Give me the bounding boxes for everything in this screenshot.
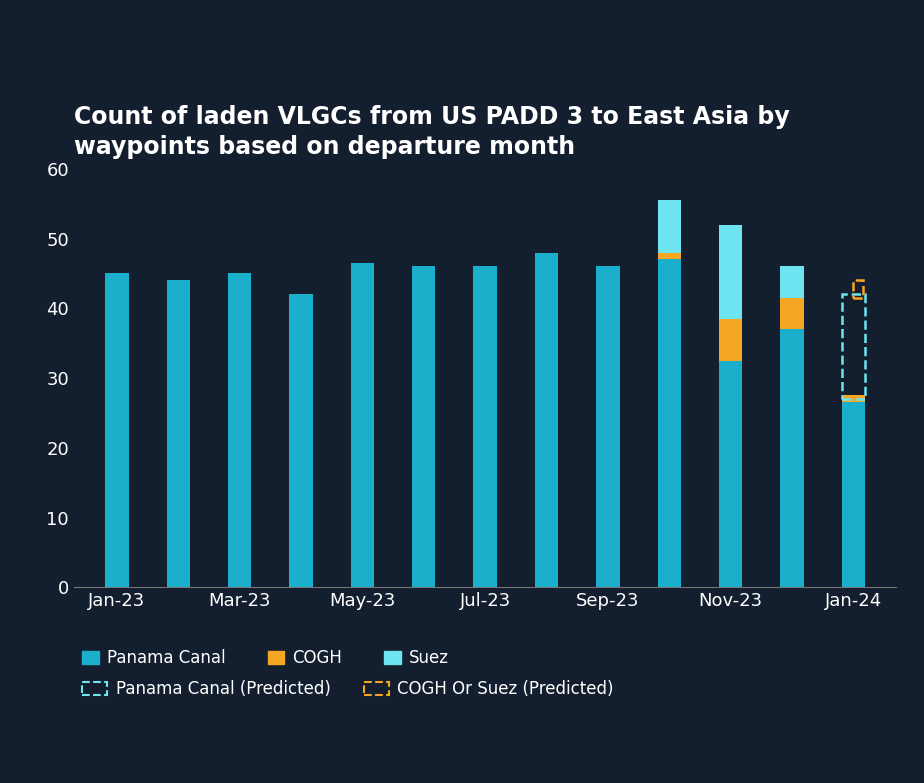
Bar (719, 319, 742, 361)
Bar (228, 273, 251, 587)
Bar (719, 225, 742, 319)
Bar (780, 298, 804, 329)
Bar (351, 263, 374, 587)
Bar (473, 266, 497, 587)
Bar (854, 280, 863, 298)
Bar (780, 329, 804, 587)
Bar (535, 252, 558, 587)
Bar (842, 395, 865, 402)
Bar (780, 266, 804, 298)
Legend: Panama Canal (Predicted), COGH Or Suez (Predicted): Panama Canal (Predicted), COGH Or Suez (… (82, 680, 614, 698)
Bar (719, 361, 742, 587)
Bar (842, 294, 865, 399)
Bar (105, 273, 128, 587)
Bar (842, 402, 865, 587)
Bar (412, 266, 435, 587)
Bar (658, 259, 681, 587)
Text: Count of laden VLGCs from US PADD 3 to East Asia by
waypoints based on departure: Count of laden VLGCs from US PADD 3 to E… (74, 105, 790, 159)
Bar (166, 280, 190, 587)
Bar (658, 200, 681, 252)
Bar (289, 294, 312, 587)
Bar (596, 266, 619, 587)
Bar (658, 253, 681, 259)
